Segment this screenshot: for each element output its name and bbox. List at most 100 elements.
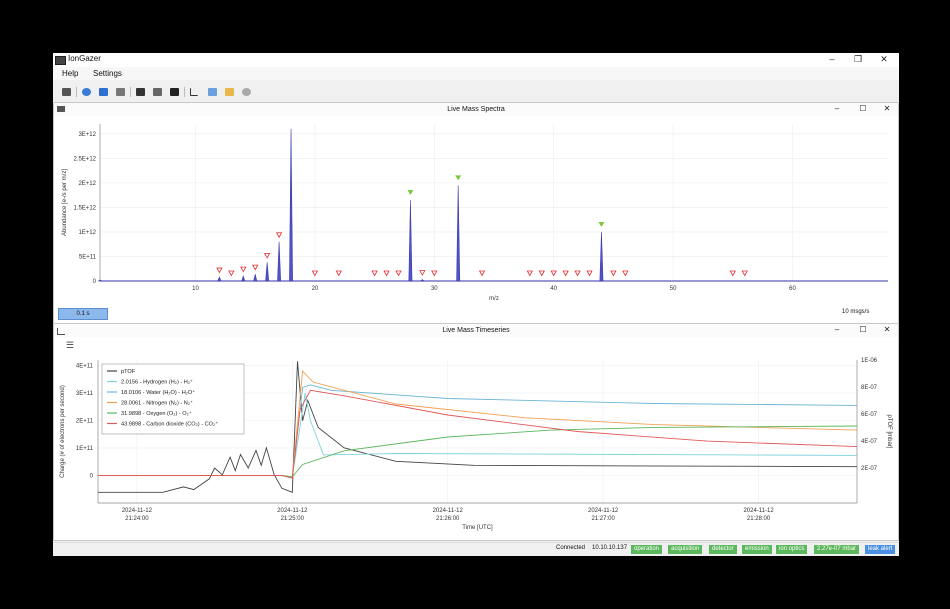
y-tick-label: 5E+11 — [79, 254, 97, 260]
legend-label: 28.0061 - Nitrogen (N₂) - N₂⁺ — [121, 400, 193, 407]
status-badge-ion-optics[interactable]: ion optics — [776, 545, 808, 554]
status-bar: Connected 10.10.10.137 operation acquisi… — [53, 542, 899, 556]
x-tick-time: 21:24:00 — [125, 516, 149, 522]
message-rate: 10 msgs/s — [842, 309, 870, 315]
connection-ip: 10.10.10.137 — [592, 545, 628, 551]
status-badge-pressure[interactable]: 2.27e-07 mbar — [814, 545, 860, 554]
peak-marker-red — [574, 270, 581, 277]
save-icon[interactable] — [62, 88, 71, 96]
spectrum-peak — [265, 262, 270, 282]
peak-marker-red — [741, 270, 748, 277]
x-tick-date: 2024-11-12 — [743, 508, 774, 514]
status-badge-operation[interactable]: operation — [631, 545, 663, 554]
x-tick-label: 10 — [192, 286, 199, 292]
spectrum-peak — [456, 185, 461, 282]
close-icon[interactable]: ✕ — [880, 54, 888, 64]
x-tick-date: 2024-11-12 — [588, 508, 619, 514]
x-tick-label: 20 — [312, 286, 319, 292]
panel-maximize-icon[interactable]: ☐ — [859, 325, 867, 334]
peak-marker-red — [729, 270, 736, 277]
series-line — [98, 389, 858, 479]
toolbar-separator — [130, 87, 131, 97]
panel-close-icon[interactable]: ✕ — [883, 325, 891, 334]
spectra-panel: Live Mass Spectra – ☐ ✕ 0 5E+11 1E+12 1.5E+… — [53, 102, 899, 324]
time-window-chip[interactable]: 0.1 s — [58, 308, 108, 320]
peak-marker-green — [455, 175, 462, 181]
monitor-icon[interactable] — [136, 88, 145, 96]
legend-label: 43.9898 - Carbon dioxide (CO₂) - CO₂⁺ — [121, 421, 218, 428]
status-badge-emission[interactable]: emission — [742, 545, 772, 554]
panel-icon — [57, 106, 65, 112]
peak-marker-red — [240, 266, 247, 273]
restore-icon[interactable]: ❐ — [853, 54, 863, 64]
y2-tick-label: 1E-06 — [861, 358, 878, 364]
peak-marker-red — [610, 270, 617, 277]
x-tick-time: 21:28:00 — [747, 516, 771, 522]
legend-label: 31.9898 - Oxygen (O₂) - O₂⁺ — [121, 410, 192, 417]
settings-icon[interactable] — [242, 88, 251, 96]
spectra-chart[interactable]: 0 5E+11 1E+12 1.5E+12 2E+12 2.5E+12 3E+12 10 20 3… — [54, 116, 898, 307]
status-badge-detector[interactable]: detector — [709, 545, 737, 554]
peak-marker-red — [335, 270, 342, 277]
peak-marker-red — [371, 270, 378, 277]
peak-marker-red — [526, 270, 533, 277]
x-axis-label: Time [UTC] — [462, 525, 493, 531]
y-axis-label: Abundance [e-/s per m/z] — [62, 169, 68, 236]
timeseries-panel: Live Mass Timeseries – ☐ ✕ ☰ 0 1E+11 2E+11… — [53, 323, 899, 541]
list-icon[interactable] — [153, 88, 162, 96]
peak-marker-red — [431, 270, 438, 277]
x-tick-label: 30 — [431, 286, 438, 292]
record-icon[interactable] — [116, 88, 125, 96]
status-badge-acquisition[interactable]: acquisition — [668, 545, 703, 554]
legend-label: pTOF — [121, 369, 136, 375]
stop-icon[interactable] — [99, 88, 108, 96]
spectrum-peak — [241, 275, 246, 282]
x-tick-time: 21:26:00 — [436, 516, 460, 522]
y-tick-label: 3E+12 — [78, 132, 96, 138]
y-tick-label: 2E+12 — [78, 181, 96, 187]
menu-help[interactable]: Help — [62, 69, 79, 78]
menu-settings[interactable]: Settings — [93, 69, 122, 78]
peak-marker-red — [419, 270, 426, 276]
folder-icon[interactable] — [225, 88, 234, 96]
status-badge-leak-alert[interactable]: leak alert — [865, 545, 896, 554]
power-icon[interactable] — [82, 88, 91, 96]
spectrum-peak — [97, 279, 103, 282]
legend-label: 2.0156 - Hydrogen (H₂) - H₂⁺ — [121, 379, 193, 386]
peak-marker-green — [598, 221, 605, 227]
x-tick-date: 2024-11-12 — [433, 508, 464, 514]
y-tick-label: 2.5E+12 — [73, 156, 96, 162]
spectrum-peak — [599, 231, 604, 282]
minimize-icon[interactable]: – — [829, 54, 835, 64]
connection-status: Connected — [556, 545, 586, 551]
screen-icon[interactable] — [170, 88, 179, 96]
axis-icon[interactable] — [190, 88, 198, 96]
x-axis-label: m/z — [489, 296, 499, 302]
y2-axis-label: pTOF [mbar] — [886, 415, 892, 449]
peak-marker-red — [538, 270, 545, 277]
y-tick-label: 4E+11 — [76, 364, 94, 370]
peak-marker-red — [550, 270, 557, 277]
peak-marker-red — [586, 270, 593, 277]
peak-marker-red — [275, 232, 283, 239]
app-icon — [55, 56, 66, 65]
x-tick-time: 21:25:00 — [281, 516, 305, 522]
spectra-title: Live Mass Spectra — [447, 106, 505, 113]
panel-close-icon[interactable]: ✕ — [883, 104, 891, 113]
y-tick-label: 1E+12 — [78, 230, 96, 236]
panel-minimize-icon[interactable]: – — [834, 104, 840, 113]
app-window: IonGazer – ❐ ✕ Help Settings Live Mass S… — [53, 53, 899, 556]
panel-maximize-icon[interactable]: ☐ — [859, 104, 867, 113]
y-tick-label: 3E+11 — [76, 391, 94, 397]
peak-marker-red — [562, 270, 569, 277]
spectrum-peak — [217, 276, 222, 282]
panel-minimize-icon[interactable]: – — [834, 325, 840, 334]
peak-marker-red — [216, 267, 223, 274]
legend-toggle-icon[interactable]: ☰ — [66, 340, 75, 350]
toolbar-separator — [76, 87, 77, 97]
document-icon[interactable] — [208, 88, 217, 96]
peak-marker-green — [407, 190, 414, 196]
timeseries-chart[interactable]: 0 1E+11 2E+11 3E+11 4E+11 2E-07 4E-07 6E-07 8E-0… — [54, 354, 898, 540]
toolbar-separator — [184, 87, 185, 97]
peak-marker-red — [263, 252, 271, 259]
